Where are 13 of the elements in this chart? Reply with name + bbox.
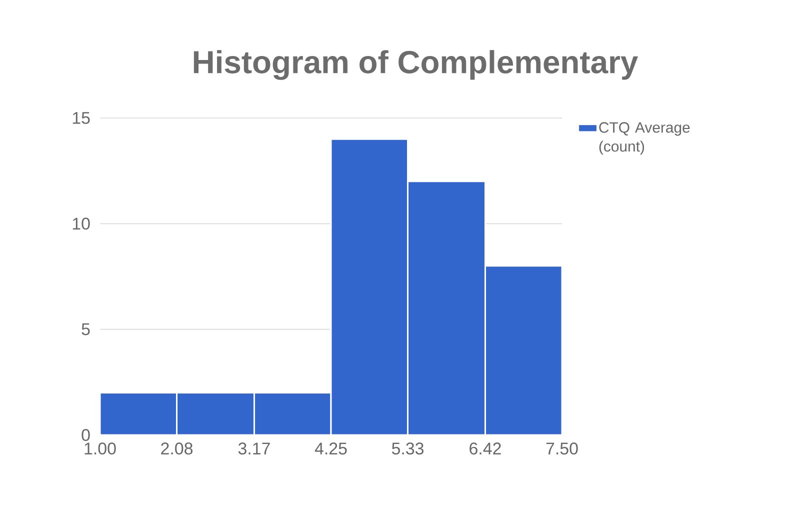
legend-label: CTQ Average (count): [599, 122, 690, 155]
y-tick-label: 15: [72, 112, 90, 124]
y-tick-label: 10: [72, 218, 90, 230]
x-tick-label: 7.50: [546, 442, 578, 455]
x-tick-label: 4.25: [314, 442, 347, 455]
x-tick-label: 1.00: [84, 442, 116, 455]
x-tick-label: 6.42: [470, 442, 501, 455]
y-tick-label: 0: [82, 429, 90, 441]
x-tick-label: 5.33: [392, 442, 424, 455]
x-tick-label: 3.17: [238, 442, 270, 455]
chart-title: Histogram of Complementary: [194, 50, 638, 80]
y-tick-label: 5: [82, 323, 90, 336]
x-tick-label: 2.08: [161, 442, 193, 455]
